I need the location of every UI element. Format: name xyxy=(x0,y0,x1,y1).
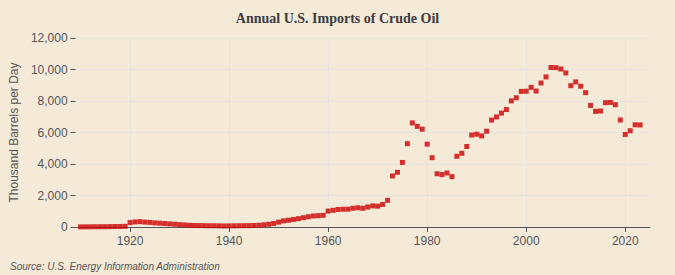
svg-text:1980: 1980 xyxy=(414,234,441,248)
svg-text:0: 0 xyxy=(61,220,68,234)
svg-text:2,000: 2,000 xyxy=(38,189,68,203)
svg-text:1920: 1920 xyxy=(117,234,144,248)
svg-text:Annual U.S. Imports of Crude O: Annual U.S. Imports of Crude Oil xyxy=(236,11,440,26)
svg-text:Source: U.S. Energy Informatio: Source: U.S. Energy Information Administ… xyxy=(10,261,220,272)
svg-text:6,000: 6,000 xyxy=(38,126,68,140)
svg-text:2000: 2000 xyxy=(513,234,540,248)
svg-text:1940: 1940 xyxy=(216,234,243,248)
svg-text:10,000: 10,000 xyxy=(31,63,68,77)
svg-text:4,000: 4,000 xyxy=(38,157,68,171)
svg-text:Thousand Barrels per Day: Thousand Barrels per Day xyxy=(7,62,21,202)
svg-text:12,000: 12,000 xyxy=(31,31,68,45)
svg-text:8,000: 8,000 xyxy=(38,94,68,108)
svg-text:2020: 2020 xyxy=(612,234,639,248)
svg-text:1960: 1960 xyxy=(315,234,342,248)
